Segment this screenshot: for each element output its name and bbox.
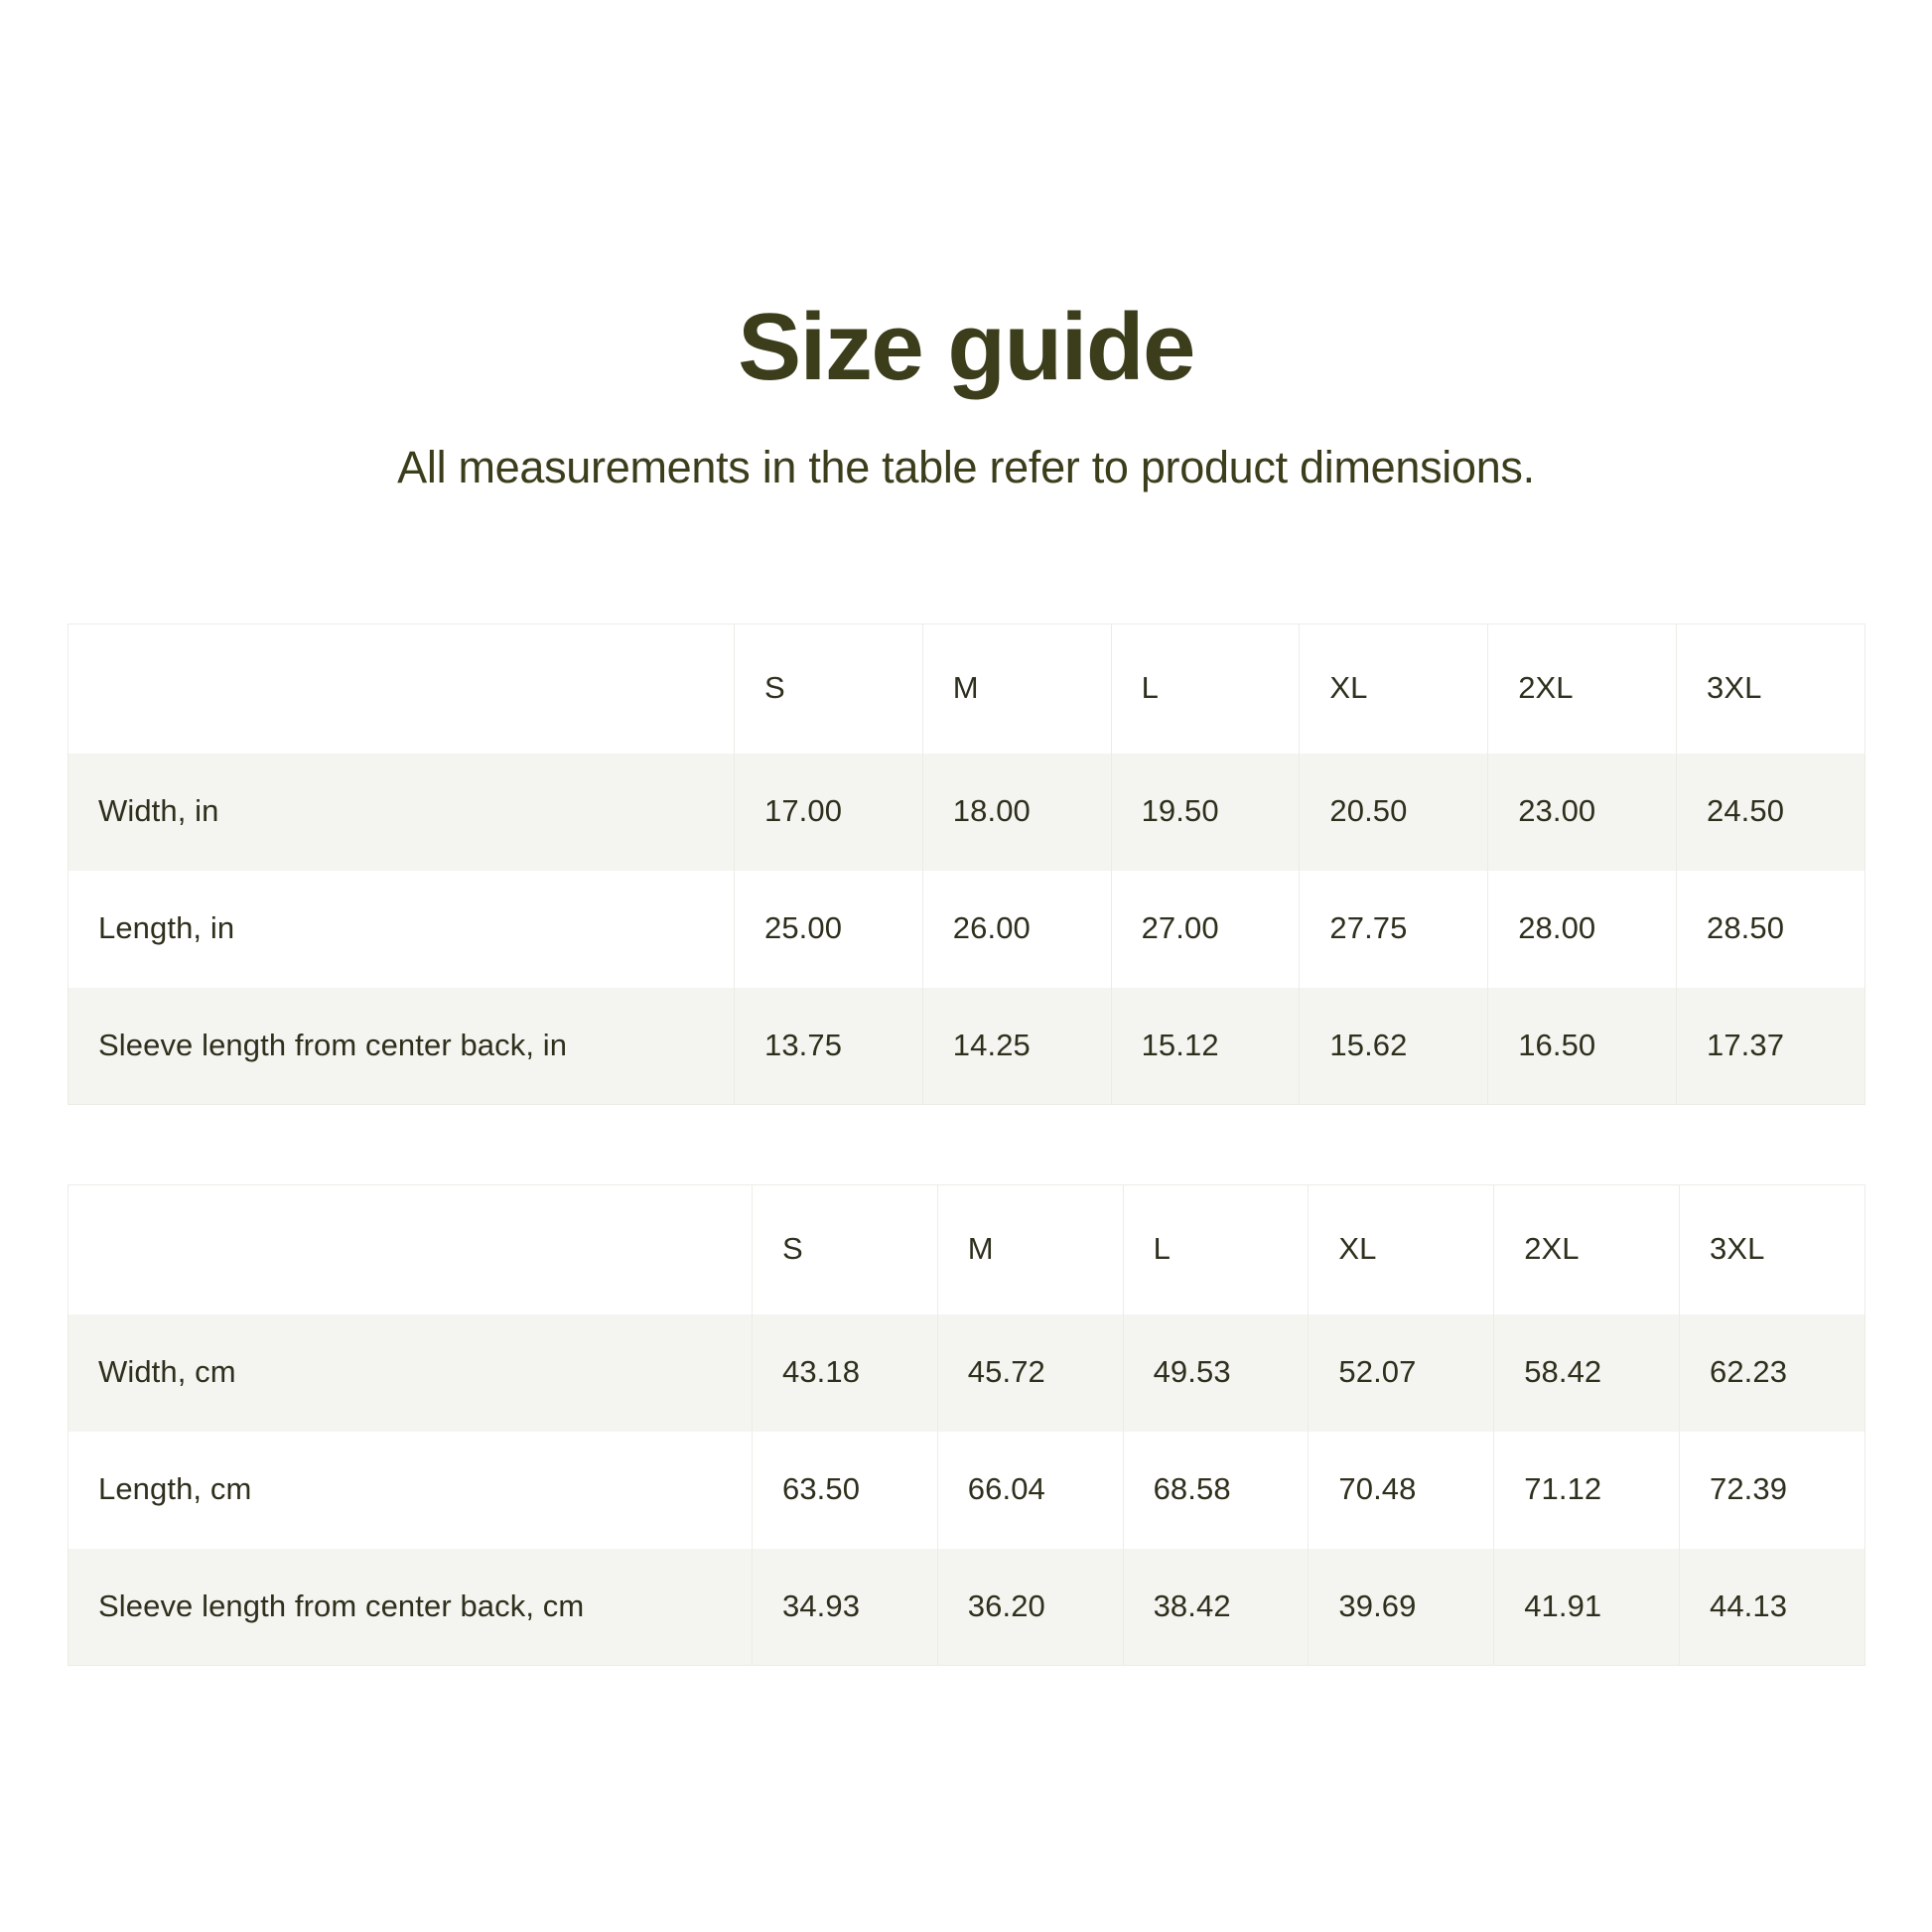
header-row: S M L XL 2XL 3XL xyxy=(68,623,1865,754)
cell-sleeve-in-3xl: 17.37 xyxy=(1675,987,1865,1105)
cell-length-in-2xl: 28.00 xyxy=(1487,870,1677,988)
cell-sleeve-cm-l: 38.42 xyxy=(1122,1548,1310,1666)
cell-width-in-3xl: 24.50 xyxy=(1675,753,1865,871)
cell-length-in-s: 25.00 xyxy=(734,870,923,988)
size-table-inches: S M L XL 2XL 3XL Width, in 17.00 18.00 1… xyxy=(68,623,1865,1105)
size-tables-container: S M L XL 2XL 3XL Width, in 17.00 18.00 1… xyxy=(68,623,1865,1666)
column-header-l: L xyxy=(1122,1184,1310,1314)
cell-sleeve-cm-s: 34.93 xyxy=(752,1548,938,1666)
table-row: Width, cm 43.18 45.72 49.53 52.07 58.42 … xyxy=(68,1313,1865,1432)
table-body-centimeters: Width, cm 43.18 45.72 49.53 52.07 58.42 … xyxy=(68,1313,1865,1666)
row-label-width-in: Width, in xyxy=(68,753,735,871)
cell-width-in-s: 17.00 xyxy=(734,753,923,871)
cell-length-cm-xl: 70.48 xyxy=(1308,1431,1495,1549)
cell-sleeve-cm-3xl: 44.13 xyxy=(1678,1548,1865,1666)
cell-length-cm-m: 66.04 xyxy=(936,1431,1124,1549)
cell-sleeve-in-2xl: 16.50 xyxy=(1487,987,1677,1105)
column-header-l: L xyxy=(1110,623,1301,754)
column-header-m: M xyxy=(936,1184,1124,1314)
table-head-inches: S M L XL 2XL 3XL xyxy=(68,623,1865,754)
cell-length-cm-l: 68.58 xyxy=(1122,1431,1310,1549)
column-header-3xl: 3XL xyxy=(1678,1184,1865,1314)
corner-header-cell xyxy=(68,623,735,754)
cell-sleeve-in-xl: 15.62 xyxy=(1299,987,1489,1105)
row-label-sleeve-in: Sleeve length from center back, in xyxy=(68,987,735,1105)
cell-width-cm-m: 45.72 xyxy=(936,1313,1124,1432)
cell-width-in-l: 19.50 xyxy=(1110,753,1301,871)
page-header: Size guide All measurements in the table… xyxy=(0,294,1932,495)
column-header-s: S xyxy=(752,1184,938,1314)
column-header-xl: XL xyxy=(1299,623,1489,754)
cell-width-cm-3xl: 62.23 xyxy=(1678,1313,1865,1432)
table-row: Length, in 25.00 26.00 27.00 27.75 28.00… xyxy=(68,870,1865,988)
column-header-2xl: 2XL xyxy=(1487,623,1677,754)
cell-sleeve-in-m: 14.25 xyxy=(921,987,1112,1105)
cell-length-in-xl: 27.75 xyxy=(1299,870,1489,988)
cell-sleeve-in-s: 13.75 xyxy=(734,987,923,1105)
cell-length-in-l: 27.00 xyxy=(1110,870,1301,988)
row-label-width-cm: Width, cm xyxy=(68,1313,753,1432)
cell-length-cm-s: 63.50 xyxy=(752,1431,938,1549)
row-label-length-cm: Length, cm xyxy=(68,1431,753,1549)
cell-sleeve-cm-2xl: 41.91 xyxy=(1493,1548,1680,1666)
page-subtitle: All measurements in the table refer to p… xyxy=(397,441,1535,492)
cell-width-cm-s: 43.18 xyxy=(752,1313,938,1432)
cell-width-in-2xl: 23.00 xyxy=(1487,753,1677,871)
cell-width-in-xl: 20.50 xyxy=(1299,753,1489,871)
table-row: Sleeve length from center back, in 13.75… xyxy=(68,987,1865,1105)
cell-length-in-3xl: 28.50 xyxy=(1675,870,1865,988)
column-header-s: S xyxy=(734,623,923,754)
cell-sleeve-cm-m: 36.20 xyxy=(936,1548,1124,1666)
table-body-inches: Width, in 17.00 18.00 19.50 20.50 23.00 … xyxy=(68,753,1865,1105)
cell-length-cm-2xl: 71.12 xyxy=(1493,1431,1680,1549)
cell-length-in-m: 26.00 xyxy=(921,870,1112,988)
header-row: S M L XL 2XL 3XL xyxy=(68,1184,1865,1314)
cell-width-cm-l: 49.53 xyxy=(1122,1313,1310,1432)
cell-sleeve-in-l: 15.12 xyxy=(1110,987,1301,1105)
cell-width-cm-xl: 52.07 xyxy=(1308,1313,1495,1432)
cell-width-in-m: 18.00 xyxy=(921,753,1112,871)
cell-width-cm-2xl: 58.42 xyxy=(1493,1313,1680,1432)
table-row: Length, cm 63.50 66.04 68.58 70.48 71.12… xyxy=(68,1431,1865,1549)
row-label-sleeve-cm: Sleeve length from center back, cm xyxy=(68,1548,753,1666)
cell-sleeve-cm-xl: 39.69 xyxy=(1308,1548,1495,1666)
table-head-centimeters: S M L XL 2XL 3XL xyxy=(68,1184,1865,1314)
column-header-m: M xyxy=(921,623,1112,754)
row-label-length-in: Length, in xyxy=(68,870,735,988)
size-table-centimeters: S M L XL 2XL 3XL Width, cm 43.18 45.72 4… xyxy=(68,1184,1865,1666)
cell-length-cm-3xl: 72.39 xyxy=(1678,1431,1865,1549)
table-row: Sleeve length from center back, cm 34.93… xyxy=(68,1548,1865,1666)
column-header-xl: XL xyxy=(1308,1184,1495,1314)
table-row: Width, in 17.00 18.00 19.50 20.50 23.00 … xyxy=(68,753,1865,871)
page-title: Size guide xyxy=(738,294,1195,400)
column-header-3xl: 3XL xyxy=(1675,623,1865,754)
corner-header-cell xyxy=(68,1184,753,1314)
column-header-2xl: 2XL xyxy=(1493,1184,1680,1314)
